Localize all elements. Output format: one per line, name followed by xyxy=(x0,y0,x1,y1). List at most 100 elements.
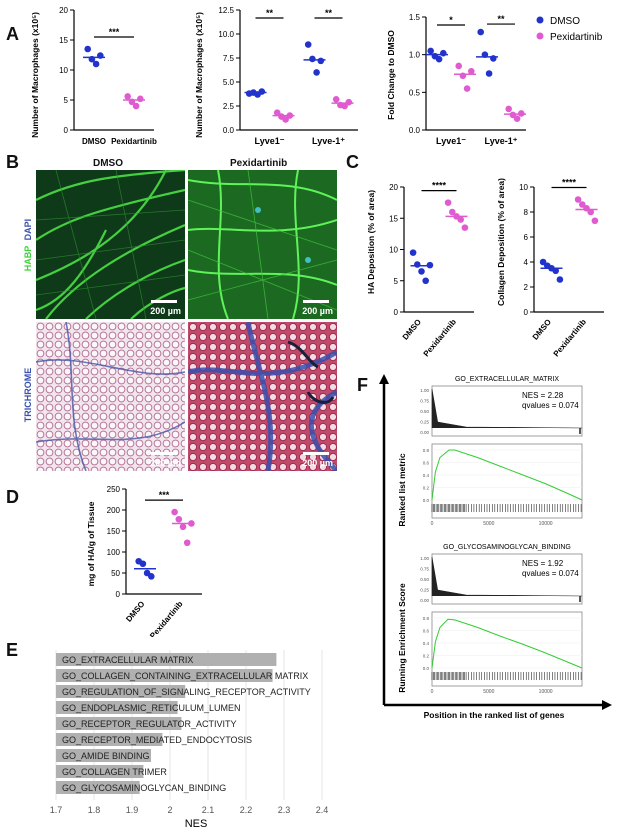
x-tick-label: Pexidartinib xyxy=(148,599,184,637)
y-tick-label: 7.5 xyxy=(223,54,235,63)
chart-a1-ylabel: Number of Macrophages (x10⁵) xyxy=(30,12,40,138)
panelb-row-labels: HABP DAPI TRICHROME xyxy=(23,219,33,422)
habp-dmso-image: 200 µm xyxy=(36,170,185,319)
row-label-habp: HABP xyxy=(23,246,33,271)
y-tick-label: 50 xyxy=(111,569,120,578)
y-tick-label: 0 xyxy=(524,308,529,317)
dmso-point xyxy=(317,57,325,65)
y-tick-label: 5.0 xyxy=(223,78,235,87)
scale-label-habp-dmso: 200 µm xyxy=(150,306,181,316)
x-tick-label: 2 xyxy=(167,805,172,815)
chart-c2-ylabel: Collagen Deposition (% of area) xyxy=(496,178,506,306)
significance-stars: **** xyxy=(432,181,447,191)
x-tick-label: DMSO xyxy=(124,600,146,624)
x-tick-label: 1.8 xyxy=(88,805,101,815)
dmso-point xyxy=(539,258,547,266)
dmso-point xyxy=(84,45,91,53)
gsea-nes: NES = 2.28 xyxy=(522,391,564,400)
panel-letter-b: B xyxy=(6,152,19,172)
significance-stars: ** xyxy=(266,8,274,18)
ranked-metric-ytick: 0.50 xyxy=(420,577,429,582)
trichrome-dmso-image: 200 µm xyxy=(36,322,185,471)
running-es-line xyxy=(431,449,583,501)
significance-stars: * xyxy=(449,15,453,25)
pexidartinib-point xyxy=(137,95,144,103)
y-tick-label: 8 xyxy=(524,208,529,217)
ranked-metric-curve xyxy=(431,388,583,429)
x-tick-label: DMSO xyxy=(401,318,423,342)
x-tick-label: 2.2 xyxy=(240,805,253,815)
nes-bar xyxy=(56,733,163,746)
significance-stars: *** xyxy=(109,27,120,37)
nes-bar-label: GO_GLYCOSAMINOGLYCAN_BINDING xyxy=(62,783,226,793)
es-ytick: 0.0 xyxy=(423,666,430,671)
dmso-point xyxy=(414,261,421,268)
y-tick-label: 10 xyxy=(519,183,528,192)
pexidartinib-point xyxy=(468,67,475,75)
chart-a2-ylabel: Number of Macrophages (x10⁵) xyxy=(194,12,204,138)
dmso-point xyxy=(490,55,497,62)
nes-bar xyxy=(56,685,186,698)
y-tick-label: 1.5 xyxy=(409,13,421,22)
dmso-point xyxy=(556,276,564,283)
chart-e: 1.7 1.8 1.9 2 2.1 2.2 2.3 2.4 GO_EXTRACELLULAR M… xyxy=(50,650,328,830)
y-tick-label: 250 xyxy=(107,485,121,494)
scale-label-trichrome-dmso: 200 µm xyxy=(150,458,181,468)
chart-a3-ylabel: Fold Change to DMSO xyxy=(386,30,396,120)
legend-label: Pexidartinib xyxy=(550,32,603,43)
y-tick-label: 10 xyxy=(59,66,68,75)
significance-stars: ** xyxy=(497,14,505,24)
legend-marker xyxy=(536,32,544,40)
gsea-title: GO_GLYCOSAMINOGLYCAN_BINDING xyxy=(443,544,571,551)
y-tick-label: 0 xyxy=(116,590,121,599)
running-es-line xyxy=(431,618,583,669)
nes-bar xyxy=(56,717,182,730)
y-tick-label: 15 xyxy=(59,36,68,45)
nes-bar-label: GO_AMIDE BINDING xyxy=(62,751,150,761)
chart-a1: Number of Macrophages (x10⁵) 0 5 10 15 20 ***… xyxy=(30,6,157,146)
legend-label: DMSO xyxy=(550,16,580,27)
pexidartinib-point xyxy=(579,201,586,208)
chart-c1-ylabel: HA Deposition (% of area) xyxy=(366,190,376,294)
es-ytick: 0.8 xyxy=(423,448,430,453)
dmso-point xyxy=(258,88,266,95)
significance-stars: ** xyxy=(325,8,333,18)
ranked-metric-ytick: 1.00 xyxy=(420,556,429,561)
y-tick-label: 200 xyxy=(107,506,121,515)
y-tick-label: 1.0 xyxy=(409,51,421,60)
dmso-point xyxy=(92,60,100,68)
x-tick-label: 2.3 xyxy=(278,805,291,815)
nes-bar xyxy=(56,669,273,682)
es-ytick: 0.0 xyxy=(423,498,430,503)
trichrome-pexidartinib-tissue xyxy=(188,322,337,471)
dmso-point xyxy=(485,70,493,77)
ranked-metric-ytick: 0.25 xyxy=(420,588,429,593)
panel-letter-f: F xyxy=(357,375,368,395)
y-tick-label: 0.0 xyxy=(223,126,235,135)
dmso-point xyxy=(440,49,447,57)
nes-bar-label: GO_REGULATION_OF_SIGNALING_RECEPTOR_ACTI… xyxy=(62,687,311,697)
dmso-point xyxy=(139,560,147,568)
pexidartinib-point xyxy=(132,102,140,110)
dmso-point xyxy=(477,28,484,36)
y-tick-label: 10 xyxy=(389,246,398,255)
panelb-col-dmso: DMSO xyxy=(93,158,123,169)
panel-letter-a: A xyxy=(6,24,19,44)
y-tick-label: 5 xyxy=(394,277,399,286)
chart-f: Running Enrichment Score Ranked list met… xyxy=(379,374,612,720)
es-xtick: 5000 xyxy=(483,689,494,695)
chart-a2: Number of Macrophages (x10⁵) 0.0 2.5 5.0 7.… xyxy=(194,6,358,146)
nes-bar xyxy=(56,749,151,762)
pexidartinib-point xyxy=(171,508,178,516)
legend-marker xyxy=(536,16,544,24)
nes-bar xyxy=(56,653,277,666)
es-box xyxy=(431,443,583,519)
trichrome-pexidartinib-image: 200 µm xyxy=(188,322,337,471)
ranked-metric-ytick: 0.75 xyxy=(420,567,429,572)
es-ytick: 0.8 xyxy=(423,616,430,621)
gsea-title: GO_EXTRACELLULAR_MATRIX xyxy=(455,376,559,383)
chart-c1: HA Deposition (% of area) 0 5 10 15 20 **** DM… xyxy=(366,181,474,358)
dmso-point xyxy=(435,55,443,63)
pexidartinib-point xyxy=(509,111,517,119)
ranked-metric-ytick: 0.00 xyxy=(420,430,429,435)
